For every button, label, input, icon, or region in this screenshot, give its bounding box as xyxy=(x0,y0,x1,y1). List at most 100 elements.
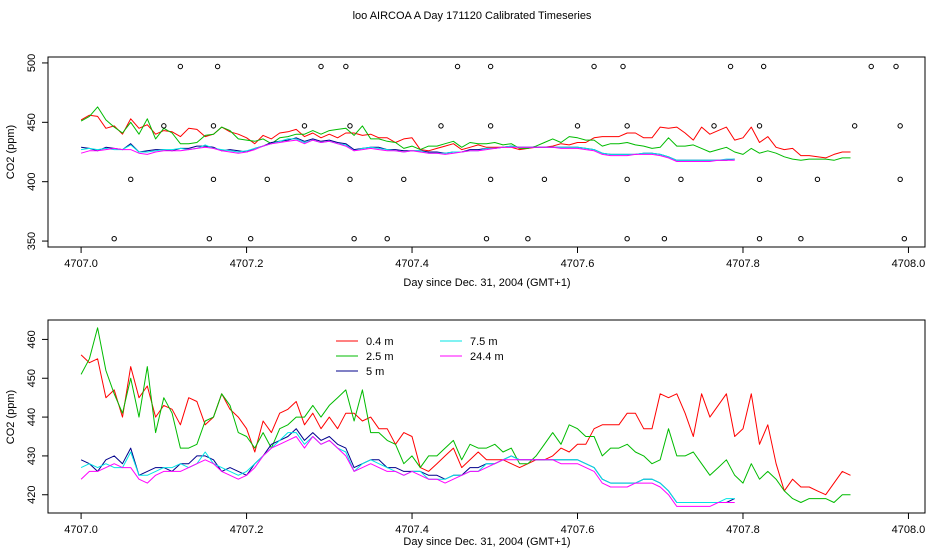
scatter-point xyxy=(798,235,804,242)
scatter-point xyxy=(384,235,390,242)
series-line-0-4-m xyxy=(80,114,851,159)
axes-top: 4707.0 4707.2 4707.4 4707.6 4707.8 4708.0 350 4… xyxy=(26,54,925,270)
x-tick-label: 4707.4 xyxy=(395,258,429,270)
y-axis-label-top: CO2 (ppm) xyxy=(5,125,17,179)
scatter-point xyxy=(128,176,134,183)
y-tick-label: 500 xyxy=(26,54,38,72)
series-top xyxy=(80,106,851,162)
scatter-point xyxy=(897,176,903,183)
scatter-point xyxy=(347,123,353,129)
y-tick-label: 460 xyxy=(26,330,38,348)
scatter-point xyxy=(301,123,308,129)
series-line-2-5-m xyxy=(80,327,851,503)
scatter-point xyxy=(487,63,494,70)
scatter-point xyxy=(264,176,270,183)
scatter-point xyxy=(678,176,684,183)
scatter-point xyxy=(893,63,899,70)
legend-label: 2.5 m xyxy=(366,351,394,363)
scatter-point xyxy=(351,235,357,242)
x-tick-label: 4707.2 xyxy=(230,524,264,536)
scatter-point xyxy=(624,176,630,183)
x-tick-label: 4707.4 xyxy=(395,524,429,536)
figure-title: loo AIRCOA A Day 171120 Calibrated Times… xyxy=(353,10,592,22)
series-line-0-4-m xyxy=(80,354,851,496)
series-line-24-4-m xyxy=(80,139,735,162)
legend: 0.4 m 2.5 m 5 m 7.5 m 24.4 m xyxy=(336,336,504,378)
scatter-point xyxy=(177,63,184,70)
legend-label: 5 m xyxy=(366,366,384,378)
x-axis-label-bottom: Day since Dec. 31, 2004 (GMT+1) xyxy=(403,536,570,548)
y-tick-label: 420 xyxy=(26,486,38,504)
scatter-point xyxy=(210,123,217,129)
x-tick-label: 4707.8 xyxy=(726,524,760,536)
y-tick-label: 350 xyxy=(26,232,38,250)
scatter-point xyxy=(760,63,767,70)
scatter-point xyxy=(347,176,353,183)
legend-label: 24.4 m xyxy=(470,351,504,363)
x-tick-label: 4707.0 xyxy=(64,258,98,270)
x-tick-label: 4707.2 xyxy=(230,258,264,270)
plot-frame-top xyxy=(47,56,926,248)
series-line-24-4-m xyxy=(80,436,735,507)
scatter-point xyxy=(756,123,763,129)
scatter-point xyxy=(454,63,461,70)
scatter-point xyxy=(487,123,494,129)
panel-bottom: 4707.0 4707.2 4707.4 4707.6 4707.8 4708.0 420 4… xyxy=(5,319,926,548)
legend-label: 0.4 m xyxy=(366,336,394,348)
plot-frame-bottom xyxy=(47,319,926,514)
scatter-point xyxy=(756,235,763,242)
scatter-point xyxy=(756,176,763,183)
x-tick-label: 4708.0 xyxy=(892,258,926,270)
scatter-point xyxy=(620,63,626,70)
x-axis-label-top: Day since Dec. 31, 2004 (GMT+1) xyxy=(403,277,570,289)
y-axis-label-bottom: CO2 (ppm) xyxy=(5,390,17,444)
scatter-point xyxy=(624,235,630,242)
scatter-point xyxy=(487,176,494,183)
legend-item: 7.5 m xyxy=(440,336,498,348)
x-tick-label: 4708.0 xyxy=(892,524,926,536)
y-tick-label: 430 xyxy=(26,447,38,465)
scatter-point xyxy=(901,235,908,242)
scatter-point xyxy=(343,63,349,70)
scatter-point xyxy=(161,123,167,129)
scatter-points-top xyxy=(111,63,908,242)
scatter-point xyxy=(248,235,254,242)
legend-label: 7.5 m xyxy=(470,336,498,348)
panel-top: 4707.0 4707.2 4707.4 4707.6 4707.8 4708.0 350 4… xyxy=(5,54,926,289)
scatter-point xyxy=(438,123,444,129)
scatter-point xyxy=(541,176,548,183)
scatter-point xyxy=(624,123,630,129)
x-tick-label: 4707.6 xyxy=(561,258,595,270)
scatter-point xyxy=(525,235,531,242)
axes-bottom: 4707.0 4707.2 4707.4 4707.6 4707.8 4708.0 420 4… xyxy=(26,330,925,536)
y-tick-label: 400 xyxy=(26,173,38,191)
scatter-point xyxy=(574,123,581,129)
legend-item: 24.4 m xyxy=(440,351,504,363)
series-line-2-5-m xyxy=(80,106,851,161)
scatter-point xyxy=(591,63,597,70)
scatter-point xyxy=(111,235,117,242)
scatter-point xyxy=(814,176,821,183)
legend-item: 0.4 m xyxy=(336,336,394,348)
scatter-point xyxy=(661,235,668,242)
scatter-point xyxy=(727,63,734,70)
scatter-point xyxy=(897,123,903,129)
scatter-point xyxy=(868,63,874,70)
x-tick-label: 4707.8 xyxy=(726,258,760,270)
scatter-point xyxy=(206,235,213,242)
scatter-point xyxy=(851,123,858,129)
x-tick-label: 4707.0 xyxy=(64,524,98,536)
x-tick-label: 4707.6 xyxy=(561,524,595,536)
scatter-point xyxy=(401,176,407,183)
series-line-5-m xyxy=(80,428,735,503)
y-tick-label: 440 xyxy=(26,408,38,426)
y-tick-label: 450 xyxy=(26,113,38,131)
series-bottom xyxy=(80,327,851,507)
scatter-point xyxy=(711,123,717,129)
scatter-point xyxy=(318,63,324,70)
y-tick-label: 450 xyxy=(26,369,38,387)
scatter-point xyxy=(483,235,490,242)
legend-item: 2.5 m xyxy=(336,351,394,363)
legend-item: 5 m xyxy=(336,366,384,378)
